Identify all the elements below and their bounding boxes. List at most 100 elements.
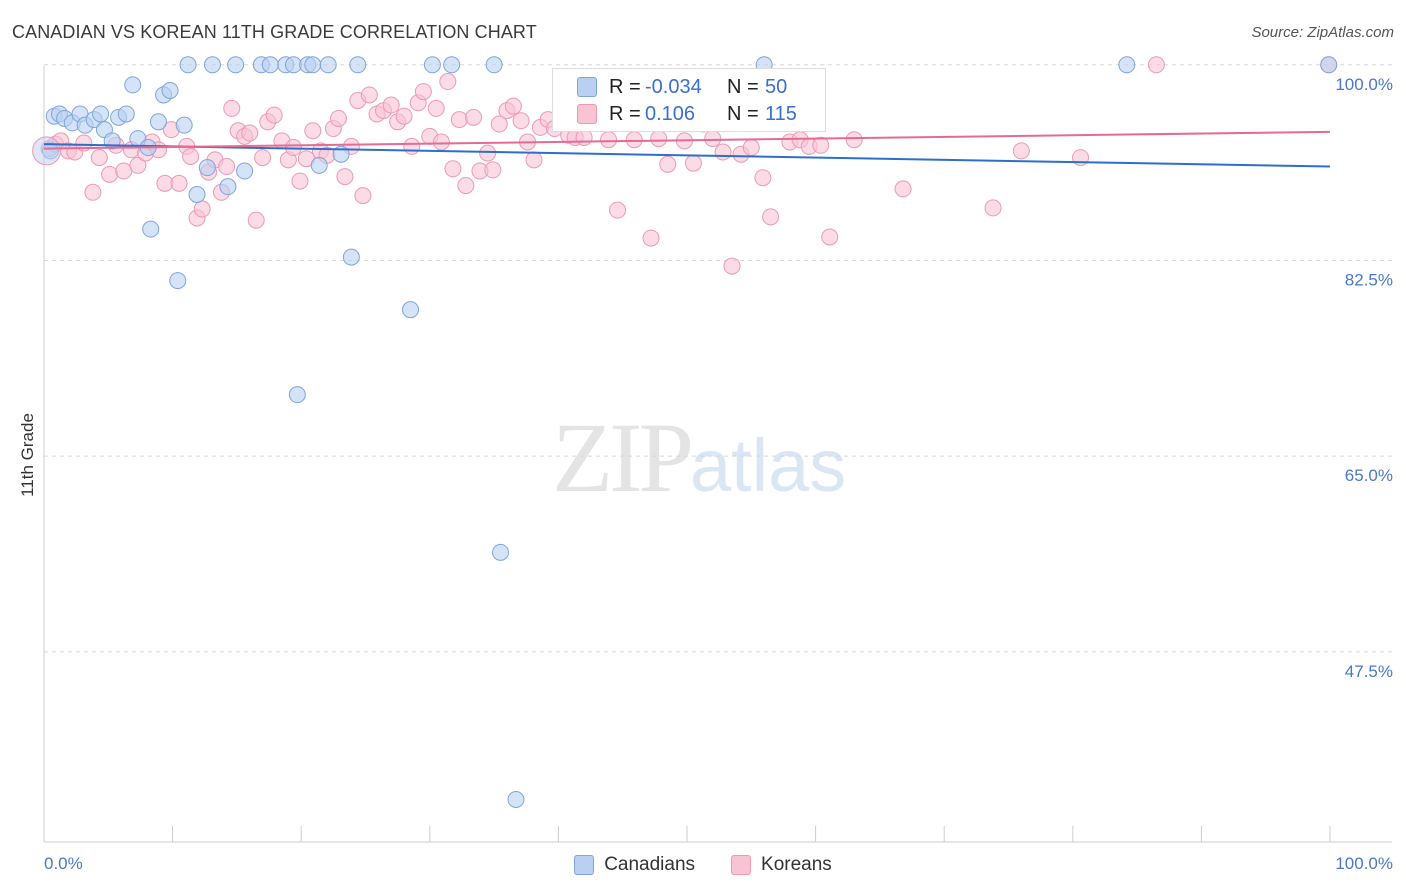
legend-swatch-koreans <box>577 104 597 124</box>
watermark-zip: ZIP <box>552 402 694 513</box>
korean-point <box>354 187 372 205</box>
korean-point <box>241 124 259 142</box>
y-tick-label: 100.0% <box>1335 75 1393 94</box>
korean-point <box>90 149 108 167</box>
korean-point <box>479 144 497 162</box>
legend-n-value-canadians: 50 <box>765 75 788 98</box>
korean-point <box>504 97 522 115</box>
legend-n-value-koreans: 115 <box>765 102 797 125</box>
legend-r-value-koreans: 0.106 <box>645 102 696 125</box>
korean-point <box>129 156 147 174</box>
canadian-point <box>236 162 254 180</box>
koreans-trend-line <box>43 130 1331 150</box>
korean-point <box>101 165 119 183</box>
legend-label-koreans: Koreans <box>761 854 832 875</box>
legend-r-label: R = <box>609 102 641 125</box>
korean-point <box>609 201 627 219</box>
series-legend: Canadians Koreans <box>0 852 1406 878</box>
korean-point <box>650 130 668 148</box>
korean-point <box>625 131 643 149</box>
korean-point <box>193 200 211 218</box>
korean-point <box>247 211 265 229</box>
canadian-point <box>485 56 503 74</box>
korean-point <box>329 109 347 127</box>
korean-point <box>439 73 457 91</box>
korean-point <box>484 161 502 179</box>
canadian-point <box>443 56 461 74</box>
korean-point <box>659 155 677 173</box>
korean-point <box>714 143 732 161</box>
legend-row-koreans: R = 0.106 N = 115 <box>553 100 797 128</box>
canadian-point <box>304 56 322 74</box>
canadian-point <box>175 116 193 134</box>
korean-point <box>382 96 400 114</box>
legend-r-label: R = <box>609 75 641 98</box>
canadian-point <box>288 386 306 404</box>
korean-point <box>704 130 722 148</box>
tick-labels: 100.0% 82.5% 65.0% 47.5% 0.0% 100.0% <box>44 75 1393 873</box>
canadian-point <box>507 791 525 809</box>
canadian-point <box>402 301 420 319</box>
canadian-point <box>188 185 206 203</box>
canadian-point <box>319 56 337 74</box>
legend-square-canadians <box>574 855 595 875</box>
legend-swatch-canadians <box>577 77 597 97</box>
korean-point <box>894 180 912 198</box>
watermark-atlas: atlas <box>690 424 847 507</box>
korean-point <box>403 137 421 155</box>
canadian-point <box>117 105 135 123</box>
korean-point <box>75 134 93 152</box>
korean-point <box>291 172 309 190</box>
korean-point <box>336 168 354 186</box>
korean-point <box>395 107 413 125</box>
canadian-point <box>261 56 279 74</box>
canadian-point <box>124 76 142 94</box>
korean-point <box>723 257 741 275</box>
korean-point <box>1147 56 1165 74</box>
korean-point <box>84 183 102 201</box>
korean-point <box>115 162 133 180</box>
korean-point <box>465 108 483 126</box>
canadian-point <box>203 56 221 74</box>
y-tick-label: 65.0% <box>1345 466 1393 485</box>
korean-point <box>490 115 508 133</box>
canadian-point <box>1118 56 1136 74</box>
korean-point <box>821 228 839 246</box>
canadian-point <box>349 56 367 74</box>
korean-point <box>432 133 450 151</box>
legend-n-label: N = <box>727 102 759 125</box>
korean-point <box>223 99 241 117</box>
cluster-point <box>32 136 62 166</box>
grid-lines <box>44 64 1392 653</box>
chart-title: CANADIAN VS KOREAN 11TH GRADE CORRELATIO… <box>12 22 537 42</box>
canadian-point <box>342 248 360 266</box>
canadians-points <box>32 56 1338 809</box>
korean-point <box>444 160 462 178</box>
korean-point <box>512 112 530 130</box>
korean-point <box>360 86 378 104</box>
korean-point <box>642 229 660 247</box>
korean-point <box>254 149 272 167</box>
canadian-point <box>92 105 110 123</box>
korean-point <box>427 99 445 117</box>
koreans-points <box>40 56 1338 275</box>
watermark: ZIPatlas <box>552 400 846 515</box>
korean-point <box>742 139 760 157</box>
legend-item-canadians: Canadians <box>574 854 695 876</box>
canadians-trend-line <box>43 143 1331 168</box>
legend-square-koreans <box>731 855 752 875</box>
korean-point <box>156 174 174 192</box>
korean-point <box>414 83 432 101</box>
korean-point <box>754 169 772 187</box>
korean-point <box>845 131 863 149</box>
x-tick-label: 100.0% <box>1335 854 1393 873</box>
canadian-point <box>284 56 302 74</box>
canadian-point <box>310 156 328 174</box>
korean-point <box>170 174 188 192</box>
axes <box>43 66 1392 843</box>
korean-point <box>762 208 780 226</box>
canadian-point <box>492 543 510 561</box>
y-tick-label: 47.5% <box>1345 662 1393 681</box>
korean-point <box>304 122 322 140</box>
korean-point <box>265 106 283 124</box>
